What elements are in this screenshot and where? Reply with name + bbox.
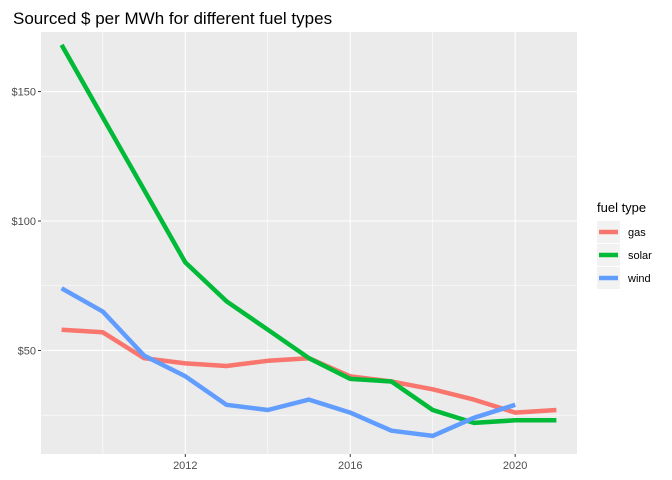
y-tick-label: $150: [12, 87, 36, 99]
series-line-wind: [60, 286, 516, 439]
legend-label-solar: solar: [628, 250, 652, 262]
legend-title: fuel type: [597, 200, 646, 215]
legend-label-gas: gas: [628, 227, 646, 239]
x-axis: 2012 2016 2020: [173, 454, 527, 472]
legend: fuel type gas solar wind: [597, 200, 652, 289]
y-tick-label: $100: [12, 216, 36, 228]
plot-panel: [41, 32, 577, 454]
series-lines: [59, 43, 557, 439]
x-tick-label: 2012: [173, 460, 197, 472]
y-tick-label: $50: [18, 345, 36, 357]
y-axis: $50 $100 $150: [12, 87, 41, 357]
series-line-solar: [59, 43, 557, 426]
x-tick-label: 2016: [338, 460, 362, 472]
legend-label-wind: wind: [627, 273, 651, 285]
x-tick-label: 2020: [503, 460, 527, 472]
chart-title: Sourced $ per MWh for different fuel typ…: [13, 9, 332, 28]
